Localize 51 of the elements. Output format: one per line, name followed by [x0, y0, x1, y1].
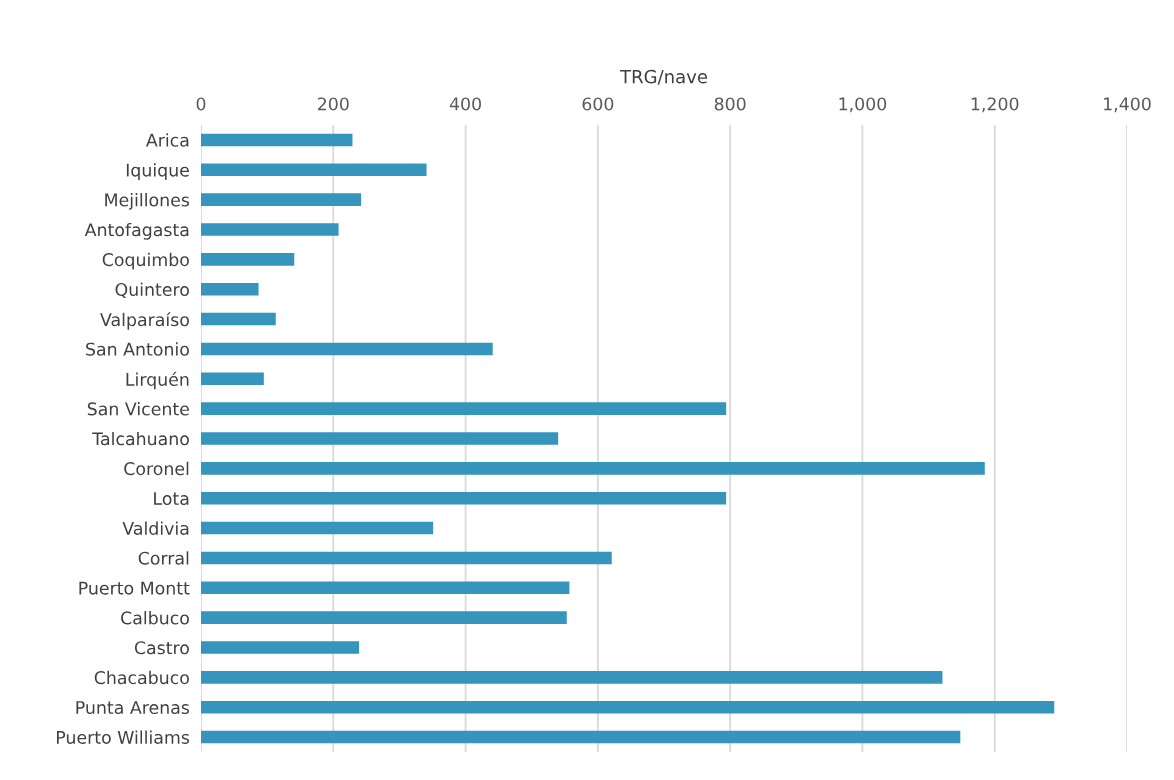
- bar: [201, 372, 264, 386]
- y-tick-label: Corral: [138, 551, 189, 565]
- x-tick-label: 400: [449, 97, 481, 111]
- x-axis-title: TRG/nave: [619, 69, 708, 85]
- y-tick-label: Chacabuco: [94, 670, 189, 685]
- bar: [201, 253, 295, 266]
- bar: [201, 491, 727, 505]
- y-tick-label: Calbuco: [121, 611, 189, 625]
- y-tick-label: Valparaíso: [100, 312, 189, 330]
- y-tick-label: Punta Arenas: [76, 701, 190, 715]
- bar: [201, 671, 943, 684]
- y-tick-label: Castro: [134, 641, 189, 655]
- bar: [201, 551, 612, 565]
- y-tick-label: Lota: [154, 492, 189, 506]
- y-tick-label: Lirquén: [126, 371, 189, 390]
- bar: [201, 641, 360, 654]
- x-tick-label: 1,200: [971, 97, 1019, 113]
- y-tick-label: Arica: [146, 133, 189, 147]
- y-tick-label: Talcahuano: [92, 431, 189, 446]
- y-tick-label: Antofagasta: [84, 222, 189, 240]
- bar: [201, 432, 559, 445]
- bar: [201, 730, 961, 744]
- x-tick-label: 1,400: [1104, 97, 1151, 113]
- y-tick-label: Valdivia: [122, 521, 189, 535]
- bar: [201, 312, 276, 326]
- y-tick-label: San Antonio: [86, 342, 189, 356]
- bar: [201, 193, 362, 206]
- bar: [201, 521, 434, 535]
- bar: [201, 282, 259, 296]
- bar: [201, 462, 985, 475]
- bar: [201, 700, 1055, 714]
- y-tick-label: Coronel: [124, 461, 189, 476]
- bar: [201, 163, 427, 177]
- bar: [201, 581, 570, 595]
- bar: [201, 133, 353, 147]
- bar: [201, 402, 727, 415]
- x-tick-label: 1,000: [839, 97, 887, 113]
- y-tick-label: Quintero: [115, 282, 189, 299]
- y-tick-label: Puerto Williams: [57, 730, 190, 744]
- x-tick-label: 600: [582, 97, 614, 111]
- y-tick-label: Puerto Montt: [79, 581, 190, 595]
- y-tick-label: San Vicente: [87, 402, 189, 416]
- y-tick-label: Iquique: [126, 163, 189, 180]
- x-tick-label: 0: [196, 97, 206, 111]
- bar: [201, 611, 567, 624]
- y-tick-label: Coquimbo: [102, 252, 189, 270]
- bar: [201, 223, 339, 236]
- y-tick-label: Mejillones: [105, 193, 190, 210]
- bar: [201, 342, 493, 356]
- x-tick-label: 800: [714, 97, 746, 111]
- x-tick-label: 200: [317, 97, 349, 111]
